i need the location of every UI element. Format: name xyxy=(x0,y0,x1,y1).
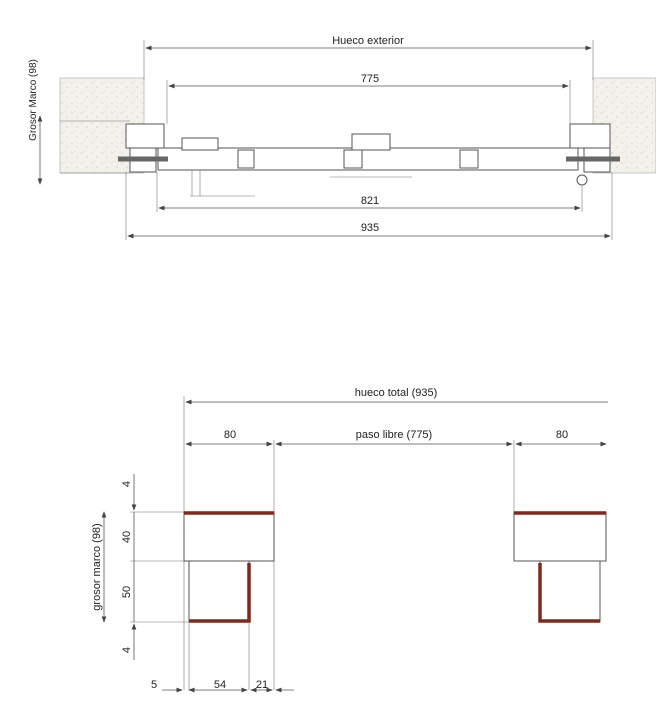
door-leaf xyxy=(157,147,579,171)
v-4-bottom-label: 4 xyxy=(121,647,133,653)
hueco-total-label: hueco total (935) xyxy=(355,387,438,399)
grosor-marco-label: Grosor Marco (98) xyxy=(28,59,39,141)
right-frame-block xyxy=(569,123,611,149)
right-frame-profile-lower xyxy=(539,560,601,623)
frame-section-detail: hueco total (935) 80 paso libre (775) 80… xyxy=(91,387,608,693)
v-50-label: 50 xyxy=(121,586,133,598)
right-80-label: 80 xyxy=(556,429,568,441)
left-frame-profile-lower xyxy=(188,560,250,623)
h-5-label: 5 xyxy=(151,679,157,691)
h-54-label: 54 xyxy=(214,679,226,691)
right-hinge-knob xyxy=(576,174,588,186)
dimension-821-label: 821 xyxy=(361,195,379,207)
h-21-label: 21 xyxy=(256,679,268,691)
left-80-label: 80 xyxy=(224,429,236,441)
grosor-marco-98-label: grosor marco (98) xyxy=(91,523,103,610)
v-4-top-label: 4 xyxy=(121,481,133,487)
left-frame-block xyxy=(125,123,165,149)
v-40-label: 40 xyxy=(121,531,133,543)
paso-libre-label: paso libre (775) xyxy=(356,429,432,441)
top-plan-view: Hueco exterior 775 821 935 Grosor Marco … xyxy=(28,35,656,240)
right-frame-profile-upper xyxy=(513,511,607,562)
left-frame-profile-upper xyxy=(183,511,275,562)
dimension-935-label: 935 xyxy=(361,222,379,234)
dimension-775-label: 775 xyxy=(361,73,379,85)
hueco-exterior-label: Hueco exterior xyxy=(332,35,404,47)
